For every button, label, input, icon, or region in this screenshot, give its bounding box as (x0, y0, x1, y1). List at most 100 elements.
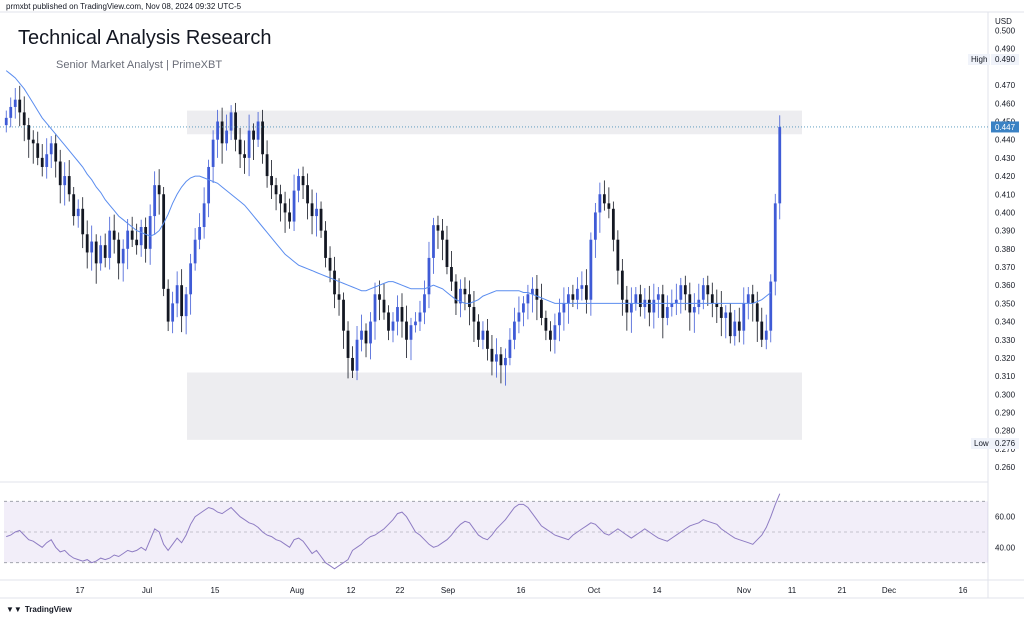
candle-body (103, 245, 107, 258)
publish-header: prmxbt published on TradingView.com, Nov… (0, 0, 1024, 12)
candlestick-series (4, 85, 782, 386)
time-tick-label: 21 (838, 586, 847, 595)
candle-body (36, 143, 40, 158)
rsi-axis[interactable]: 60.00 40.00 (995, 513, 1016, 553)
candle-body (616, 239, 620, 271)
candle-body (94, 241, 98, 264)
candle-body (72, 194, 76, 217)
candle-body (351, 357, 354, 371)
price-tick-label: 0.300 (995, 390, 1016, 399)
candle-body (265, 154, 269, 177)
candle-body (737, 321, 741, 331)
candle-body (405, 321, 408, 340)
candle-body (634, 294, 638, 304)
time-tick-label: 16 (959, 586, 968, 595)
candle-body (297, 176, 300, 191)
candle-body (773, 203, 777, 282)
candle-body (310, 203, 314, 217)
candle-body (148, 216, 152, 249)
candle-body (261, 121, 264, 155)
tradingview-icon: ▼▼ (6, 605, 22, 614)
candle-body (445, 239, 449, 268)
candle-body (220, 121, 224, 144)
high-value: 0.490 (995, 55, 1016, 64)
candle-body (499, 354, 503, 366)
candle-body (121, 248, 125, 264)
candle-body (112, 230, 116, 240)
candle-body (67, 176, 71, 195)
candle-body (566, 294, 570, 304)
candle-body (243, 154, 246, 158)
candle-body (683, 285, 687, 295)
candle-body (701, 285, 705, 300)
candle-body (328, 257, 332, 271)
candle-body (180, 285, 184, 317)
time-tick-label: Jul (142, 586, 152, 595)
candle-body (575, 288, 579, 300)
support-zone (187, 372, 802, 440)
candle-body (450, 267, 453, 282)
candle-body (85, 234, 89, 253)
candle-body (207, 166, 211, 204)
candle-body (333, 270, 336, 295)
price-tick-label: 0.440 (995, 136, 1016, 145)
candle-body (225, 130, 229, 144)
high-label-group: High 0.490 (968, 54, 1019, 65)
candle-body (126, 230, 130, 249)
candle-body (360, 330, 363, 340)
time-tick-label: 12 (347, 586, 356, 595)
candle-body (49, 143, 53, 155)
candle-body (755, 303, 759, 322)
candle-body (432, 225, 435, 258)
candle-body (171, 303, 175, 322)
candle-body (638, 294, 642, 308)
candle-body (459, 288, 462, 304)
candle-body (463, 288, 467, 295)
time-tick-label: 15 (211, 586, 220, 595)
candle-body (378, 294, 381, 300)
time-tick-label: Aug (290, 586, 304, 595)
tradingview-logo[interactable]: ▼▼ TradingView (6, 605, 72, 614)
price-tick-label: 0.350 (995, 299, 1016, 308)
price-tick-label: 0.400 (995, 208, 1016, 217)
candle-body (409, 325, 413, 340)
candle-body (742, 303, 746, 331)
candle-body (202, 203, 206, 227)
candle-body (427, 257, 431, 295)
candle-body (306, 185, 309, 204)
candle-body (274, 185, 278, 195)
candle-body (27, 125, 31, 140)
candle-body (764, 330, 768, 340)
candle-body (175, 285, 179, 304)
candle-body (31, 139, 35, 144)
candle-body (139, 226, 143, 246)
candle-body (598, 194, 602, 213)
candle-body (108, 230, 112, 258)
candle-body (40, 157, 44, 167)
price-tick-label: 0.420 (995, 172, 1016, 181)
price-axis[interactable]: 0.5000.4900.4700.4600.4500.4400.4300.420… (995, 27, 1016, 473)
candle-body (391, 321, 395, 331)
candle-body (400, 307, 404, 322)
candle-body (549, 330, 552, 340)
candle-body (99, 245, 103, 264)
time-tick-label: 17 (76, 586, 85, 595)
low-value: 0.276 (995, 439, 1016, 448)
candle-body (504, 357, 507, 366)
candle-body (665, 307, 669, 318)
candle-body (715, 303, 719, 308)
price-tick-label: 0.360 (995, 281, 1016, 290)
price-tick-label: 0.430 (995, 154, 1016, 163)
candle-body (256, 121, 260, 140)
time-axis[interactable]: 17 Jul 15 Aug 12 22 Sep 16 Oct 14 Nov 11 21 Dec 16 (76, 586, 968, 595)
candle-body (490, 348, 494, 362)
price-tick-label: 0.340 (995, 318, 1016, 327)
candle-body (283, 203, 287, 213)
price-tick-label: 0.370 (995, 263, 1016, 272)
time-tick-label: Oct (588, 586, 601, 595)
candle-body (629, 303, 633, 313)
candle-body (454, 281, 458, 304)
candle-body (719, 307, 723, 318)
candle-body (193, 239, 197, 264)
